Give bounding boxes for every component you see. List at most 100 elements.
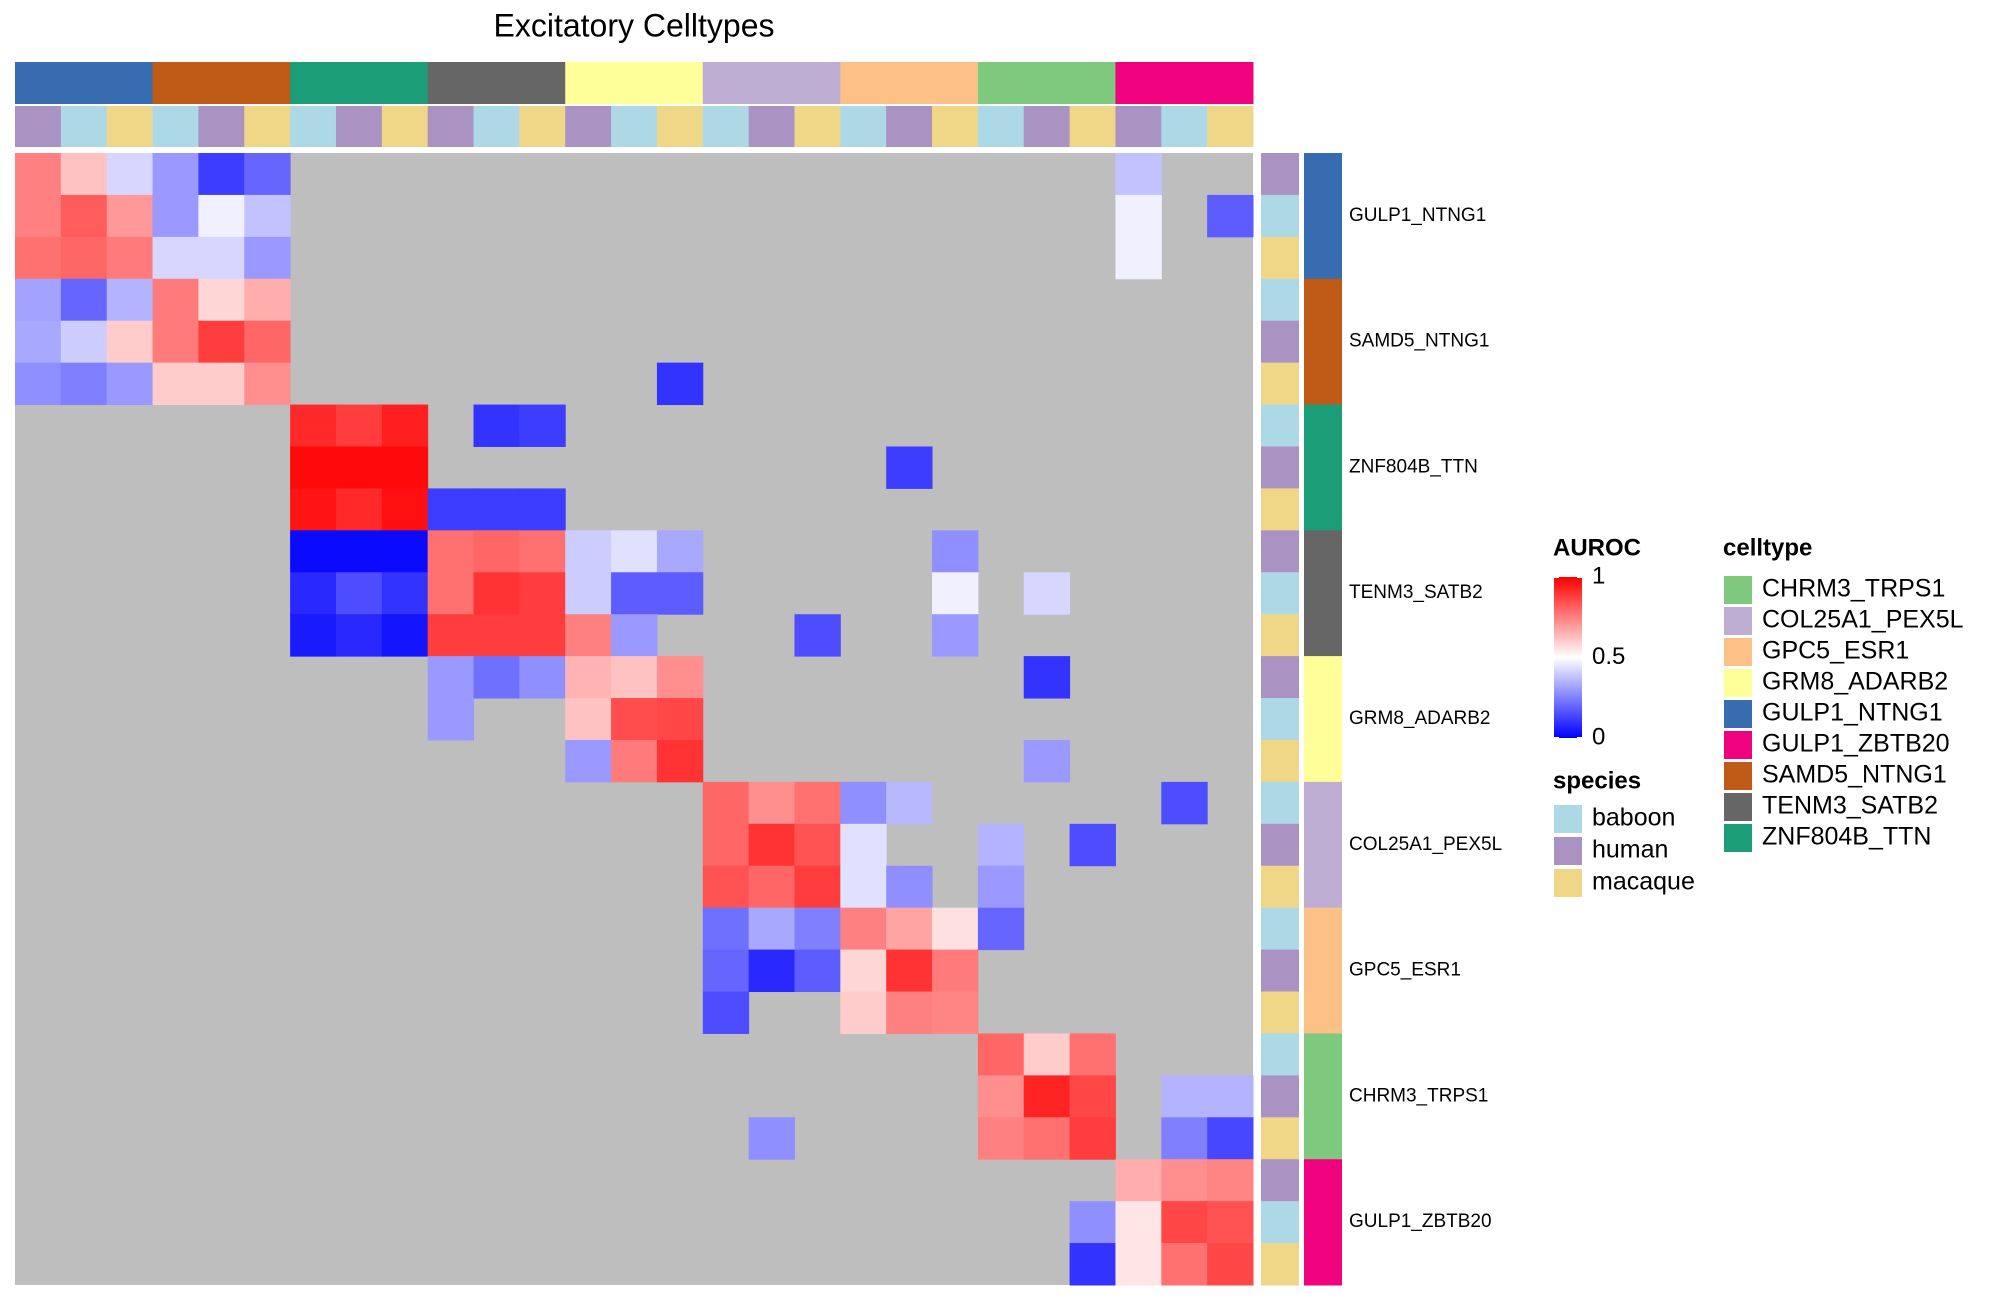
heatmap-cell: [748, 865, 795, 909]
heatmap-cell: [1023, 1075, 1071, 1118]
heatmap-cell: [473, 530, 520, 573]
heatmap-cell: [1069, 823, 1116, 867]
colorbar-tick-label: 0: [1592, 723, 1605, 750]
legend-label: GULP1_ZBTB20: [1762, 730, 1950, 758]
row-species-annotation: [1261, 865, 1299, 909]
legend-swatch: [1554, 805, 1582, 833]
column-species-annotation: [748, 106, 795, 147]
heatmap-cell: [1161, 1201, 1208, 1244]
row-celltype-annotation: [1304, 404, 1342, 531]
heatmap-cell: [335, 446, 383, 489]
row-label: CHRM3_TRPS1: [1349, 1085, 1488, 1106]
row-species-annotation: [1261, 1201, 1299, 1244]
heatmap-cell: [198, 320, 245, 364]
heatmap-cell: [427, 530, 475, 573]
heatmap-cell: [1161, 781, 1208, 825]
heatmap-cell: [702, 781, 750, 825]
heatmap-cell: [1115, 153, 1162, 196]
heatmap-cell: [15, 278, 62, 322]
heatmap-cell: [977, 1075, 1025, 1118]
heatmap-cell: [702, 865, 750, 909]
column-celltype-annotation: [427, 62, 566, 104]
heatmap-cell: [1161, 1075, 1208, 1118]
heatmap-cell: [794, 781, 841, 825]
heatmap-cell: [840, 991, 887, 1034]
heatmap-cell: [748, 823, 795, 867]
heatmap-cell: [1207, 1159, 1254, 1202]
column-species-annotation: [335, 106, 383, 147]
legend-swatch: [1724, 638, 1752, 666]
heatmap-cell: [932, 991, 979, 1034]
heatmap-cell: [886, 949, 933, 993]
heatmap-cell: [427, 614, 475, 657]
heatmap-cell: [611, 572, 658, 615]
heatmap-cell: [244, 194, 291, 238]
heatmap-cell: [519, 530, 566, 573]
heatmap-cell: [152, 362, 199, 406]
heatmap-cell: [932, 530, 979, 573]
heatmap-cell: [565, 739, 612, 783]
heatmap-cell: [427, 572, 475, 615]
heatmap-cell: [702, 823, 750, 867]
heatmap-cell: [1115, 1243, 1162, 1286]
row-species-annotation: [1261, 320, 1299, 364]
row-species-annotation: [1261, 404, 1299, 447]
legend-label: GULP1_NTNG1: [1762, 699, 1943, 727]
heatmap-cell: [198, 236, 245, 280]
column-species-annotation: [1207, 106, 1254, 147]
row-species-annotation: [1261, 1117, 1299, 1160]
column-species-annotation: [244, 106, 291, 147]
row-celltype-annotation: [1304, 1159, 1342, 1286]
heatmap-cell: [381, 488, 429, 531]
heatmap-cell: [15, 236, 62, 280]
heatmap-cell: [519, 656, 566, 699]
row-label: ZNF804B_TTN: [1349, 456, 1478, 477]
heatmap-cell: [611, 739, 658, 783]
heatmap-cell: [290, 614, 337, 657]
legend-label: baboon: [1592, 804, 1675, 832]
column-species-annotation: [1161, 106, 1208, 147]
heatmap-cell: [794, 907, 841, 951]
heatmap-cell: [932, 907, 979, 951]
heatmap-cell: [702, 907, 750, 951]
row-species-annotation: [1261, 446, 1299, 489]
column-celltype-annotation: [152, 62, 291, 104]
legend-label: human: [1592, 836, 1668, 864]
heatmap-cell: [198, 362, 245, 406]
chart-title: Excitatory Celltypes: [494, 7, 775, 43]
heatmap-cell: [473, 572, 520, 615]
column-celltype-annotation: [977, 62, 1116, 104]
heatmap-cell: [656, 656, 704, 699]
row-celltype-annotation: [1304, 656, 1342, 783]
heatmap-cell: [977, 1117, 1025, 1160]
legend-label: TENM3_SATB2: [1762, 792, 1938, 820]
heatmap-cell: [473, 614, 520, 657]
heatmap-cell: [611, 614, 658, 657]
heatmap-cell: [886, 907, 933, 951]
heatmap-cell: [519, 488, 566, 531]
heatmap-cell: [932, 614, 979, 657]
heatmap-cell: [335, 572, 383, 615]
row-label: GRM8_ADARB2: [1349, 708, 1491, 729]
row-species-annotation: [1261, 194, 1299, 238]
heatmap-cell: [794, 614, 841, 657]
heatmap-cell: [381, 572, 429, 615]
heatmap-cell: [106, 153, 154, 196]
row-celltype-annotation: [1304, 153, 1342, 280]
heatmap-cell: [60, 236, 108, 280]
column-species-annotation: [519, 106, 566, 147]
column-species-annotation: [290, 106, 337, 147]
row-label: SAMD5_NTNG1: [1349, 331, 1489, 352]
colorbar-tick-label: 0.5: [1592, 643, 1625, 670]
heatmap-cell: [427, 488, 475, 531]
heatmap-cell: [656, 530, 704, 573]
heatmap-cell: [840, 907, 887, 951]
heatmap-cell: [977, 865, 1025, 909]
column-species-annotation: [932, 106, 979, 147]
heatmap-cell: [886, 991, 933, 1034]
heatmap-cell: [702, 949, 750, 993]
heatmap-cell: [290, 572, 337, 615]
column-species-annotation: [656, 106, 704, 147]
column-species-annotation: [1115, 106, 1162, 147]
heatmap-cell: [748, 949, 795, 993]
